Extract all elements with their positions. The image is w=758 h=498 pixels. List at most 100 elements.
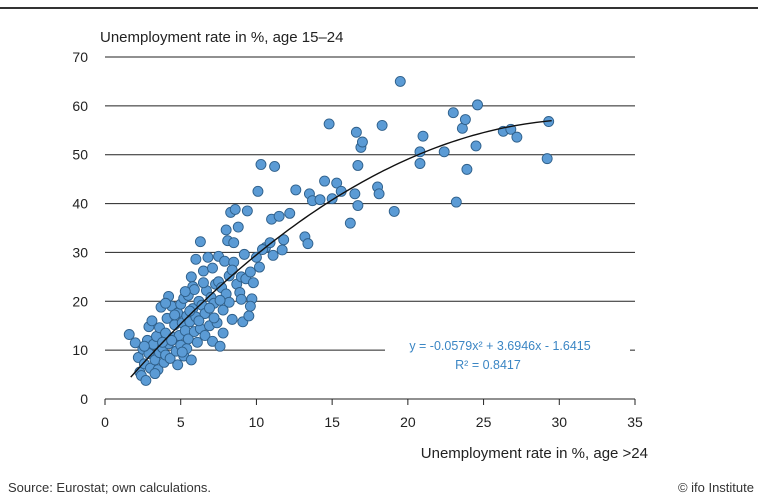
data-point-72 bbox=[214, 340, 226, 352]
data-point-66 bbox=[207, 335, 218, 347]
data-point-112 bbox=[290, 184, 302, 196]
data-point-75 bbox=[217, 327, 229, 339]
data-point-164 bbox=[160, 297, 172, 309]
data-point-92 bbox=[238, 248, 250, 260]
data-point-94 bbox=[241, 205, 253, 217]
data-point-76 bbox=[219, 255, 231, 267]
x-tick-label-25: 25 bbox=[476, 414, 492, 430]
data-point-53 bbox=[191, 336, 203, 348]
data-point-65 bbox=[207, 262, 218, 274]
y-tick-label-20: 20 bbox=[72, 293, 88, 309]
data-point-111 bbox=[284, 207, 296, 219]
data-point-84 bbox=[228, 237, 240, 249]
scatter-chart: 0 5 10 15 20 25 30 35 0 10 20 30 40 50 60 70 Unemploym… bbox=[72, 29, 648, 462]
y-tick-label-50: 50 bbox=[72, 147, 88, 163]
data-point-125 bbox=[350, 126, 362, 138]
data-point-27 bbox=[164, 352, 176, 364]
data-point-62 bbox=[202, 251, 214, 263]
x-tick-label-20: 20 bbox=[400, 414, 416, 430]
data-point-86 bbox=[229, 203, 241, 215]
data-point-165 bbox=[169, 309, 181, 321]
top-rule bbox=[0, 7, 758, 9]
data-point-140 bbox=[450, 196, 462, 208]
trendline-r-squared: R² = 0.8417 bbox=[455, 358, 521, 372]
x-tick-label-35: 35 bbox=[627, 414, 643, 430]
data-point-117 bbox=[314, 194, 326, 206]
data-point-166 bbox=[188, 284, 200, 296]
y-axis-ticks: 0 10 20 30 40 50 60 70 bbox=[72, 49, 88, 407]
data-point-118 bbox=[319, 175, 331, 187]
data-point-108 bbox=[273, 210, 285, 222]
x-tick-label-5: 5 bbox=[177, 414, 185, 430]
data-point-132 bbox=[376, 119, 388, 131]
data-point-88 bbox=[232, 221, 244, 233]
data-point-151 bbox=[138, 340, 150, 352]
data-point-169 bbox=[179, 286, 191, 297]
data-point-134 bbox=[394, 75, 406, 87]
data-point-142 bbox=[459, 114, 471, 125]
data-point-107 bbox=[269, 160, 281, 172]
data-point-133 bbox=[388, 205, 400, 217]
y-axis-title: Unemployment rate in %, age 15–24 bbox=[100, 29, 343, 46]
data-point-109 bbox=[276, 244, 288, 256]
y-tick-label-0: 0 bbox=[80, 391, 88, 407]
y-tick-label-60: 60 bbox=[72, 98, 88, 114]
data-point-138 bbox=[438, 146, 450, 158]
data-point-110 bbox=[278, 234, 290, 246]
data-point-126 bbox=[352, 200, 364, 211]
data-point-152 bbox=[149, 368, 161, 380]
data-point-156 bbox=[184, 305, 196, 317]
data-point-123 bbox=[344, 217, 356, 229]
data-point-55 bbox=[194, 236, 206, 248]
x-tick-label-10: 10 bbox=[249, 414, 265, 430]
data-point-96 bbox=[244, 266, 256, 278]
trendline bbox=[130, 120, 552, 378]
data-point-7 bbox=[140, 374, 152, 386]
trendline-equation: y = -0.0579x² + 3.6946x - 1.6415 bbox=[409, 339, 590, 353]
data-point-33 bbox=[172, 359, 184, 371]
y-tick-label-70: 70 bbox=[72, 49, 88, 65]
x-tick-label-15: 15 bbox=[324, 414, 340, 430]
data-point-157 bbox=[193, 315, 205, 327]
x-axis-ticks: 0 5 10 15 20 25 30 35 bbox=[101, 399, 643, 430]
data-point-162 bbox=[244, 300, 256, 312]
x-axis-title: Unemployment rate in %, age >24 bbox=[421, 445, 648, 462]
data-point-100 bbox=[252, 185, 264, 197]
data-point-129 bbox=[352, 160, 364, 171]
data-point-144 bbox=[470, 140, 482, 152]
data-point-74 bbox=[217, 304, 229, 316]
credit-note: © ifo Institute bbox=[677, 480, 754, 495]
data-point-128 bbox=[356, 136, 368, 148]
data-point-121 bbox=[331, 177, 343, 189]
data-point-95 bbox=[243, 310, 255, 322]
source-note: Source: Eurostat; own calculations. bbox=[8, 480, 212, 495]
data-point-81 bbox=[223, 296, 235, 308]
data-point-58 bbox=[197, 265, 209, 277]
data-point-83 bbox=[226, 313, 238, 325]
data-point-160 bbox=[226, 264, 238, 276]
data-point-46 bbox=[185, 271, 197, 283]
x-tick-label-30: 30 bbox=[551, 414, 567, 430]
y-tick-label-10: 10 bbox=[72, 342, 88, 358]
data-point-102 bbox=[255, 159, 267, 170]
data-point-145 bbox=[472, 99, 483, 111]
x-tick-label-0: 0 bbox=[101, 414, 109, 430]
data-point-143 bbox=[461, 163, 473, 175]
data-point-101 bbox=[254, 261, 265, 273]
data-point-137 bbox=[417, 130, 429, 142]
data-point-51 bbox=[190, 253, 202, 265]
data-points bbox=[123, 75, 555, 386]
data-point-167 bbox=[197, 277, 209, 289]
y-tick-label-40: 40 bbox=[72, 196, 88, 212]
data-point-47 bbox=[185, 354, 197, 366]
data-point-119 bbox=[323, 118, 335, 130]
data-point-131 bbox=[373, 188, 385, 200]
data-point-158 bbox=[204, 302, 215, 314]
data-point-106 bbox=[267, 249, 279, 261]
data-point-0 bbox=[123, 329, 135, 340]
data-point-135 bbox=[414, 158, 426, 169]
data-point-98 bbox=[247, 277, 259, 289]
data-point-99 bbox=[250, 251, 262, 263]
data-point-114 bbox=[302, 238, 314, 250]
data-point-60 bbox=[199, 330, 211, 341]
